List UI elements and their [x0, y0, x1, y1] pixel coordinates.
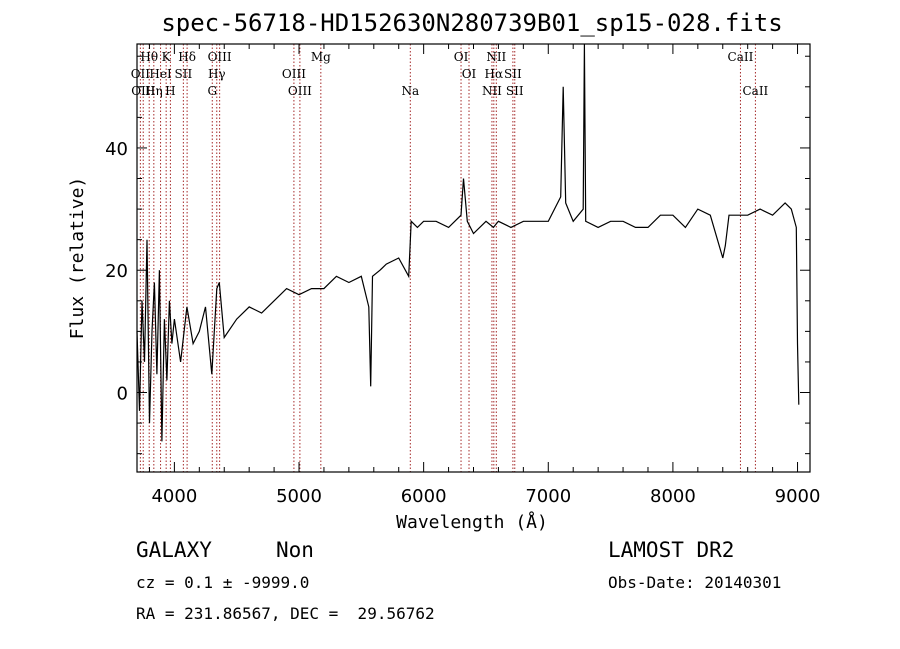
line-label: OI — [462, 67, 477, 81]
line-label: Na — [401, 84, 419, 98]
line-label: H — [165, 84, 175, 98]
line-markers — [139, 44, 756, 472]
survey-label: LAMOST DR2 — [608, 538, 735, 562]
x-tick-label: 5000 — [276, 486, 322, 507]
chart-title: spec-56718-HD152630N280739B01_sp15-028.f… — [161, 9, 782, 37]
line-label: OI — [454, 50, 469, 64]
line-label: K — [162, 50, 172, 64]
line-label: OIII — [288, 84, 312, 98]
x-tick-label: 6000 — [401, 486, 447, 507]
y-tick-label: 20 — [105, 261, 128, 282]
y-axis-label: Flux (relative) — [67, 177, 88, 340]
redshift-line: cz = 0.1 ± -9999.0 — [136, 573, 310, 592]
x-axis: 4000 5000 6000 7000 8000 9000 — [148, 44, 821, 507]
line-label: CaII — [742, 84, 768, 98]
line-label: NII — [482, 84, 502, 98]
line-label: G — [207, 84, 217, 98]
x-tick-label: 8000 — [650, 486, 696, 507]
x-tick-label: 9000 — [775, 486, 821, 507]
line-label: SII — [504, 67, 522, 81]
line-label: OII — [131, 67, 151, 81]
x-tick-label: 7000 — [525, 486, 571, 507]
line-label: OIII — [282, 67, 306, 81]
y-tick-label: 40 — [105, 139, 128, 160]
plot-frame — [136, 43, 811, 473]
line-label: NII — [486, 50, 506, 64]
obs-date-line: Obs-Date: 20140301 — [608, 573, 782, 592]
coordinates-line: RA = 231.86567, DEC = 29.56762 — [136, 604, 435, 623]
line-label: Hα — [485, 67, 504, 81]
x-tick-label: 4000 — [151, 486, 197, 507]
line-label: Mg — [311, 50, 331, 64]
object-subclass: Non — [276, 538, 314, 562]
line-label: OIII — [208, 50, 232, 64]
x-axis-label: Wavelength (Å) — [396, 511, 548, 533]
line-label: HeI — [149, 67, 172, 81]
spectrum-line — [136, 43, 800, 442]
line-label: SII — [506, 84, 524, 98]
line-label: Hδ — [178, 50, 196, 64]
object-class: GALAXY — [136, 538, 212, 562]
line-label: CaII — [728, 50, 754, 64]
y-axis: 0 20 40 — [105, 55, 810, 455]
line-label: Hη — [145, 84, 163, 98]
line-label: SII — [175, 67, 193, 81]
line-label: Hθ — [140, 50, 158, 64]
y-tick-label: 0 — [117, 384, 128, 405]
line-label: Hγ — [208, 67, 226, 81]
